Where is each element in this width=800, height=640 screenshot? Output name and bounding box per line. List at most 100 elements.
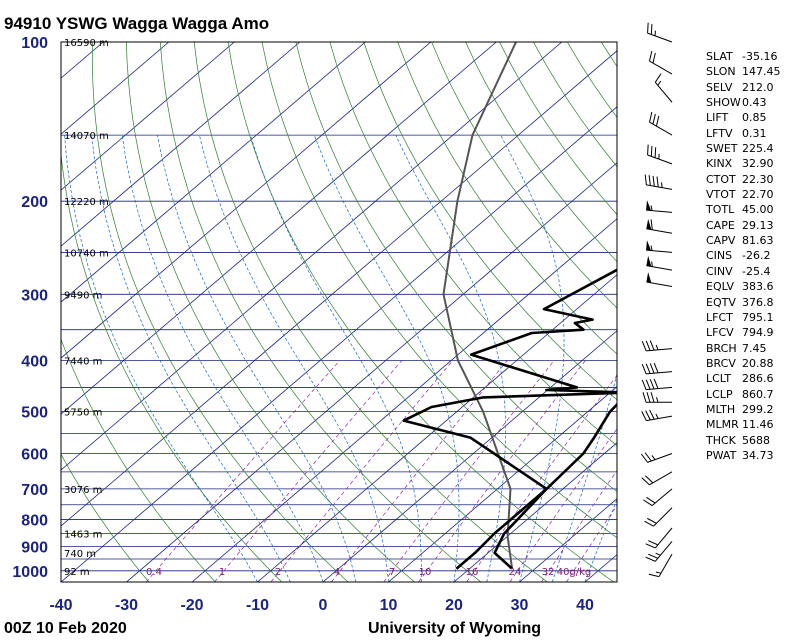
pressure-axis: 100 200 300 400 500 600 700 800 900 1000 (12, 35, 48, 581)
pressure-tick-label: 100 (21, 35, 48, 52)
pressure-tick-label: 500 (21, 405, 48, 422)
temperature-axis: -40 -30 -20 -10 0 10 20 30 40 (49, 597, 594, 614)
isotherm (61, 106, 617, 582)
index-value: -35.16 (742, 50, 778, 63)
index-row-pwat: PWAT 34.73 (706, 448, 796, 463)
mixing-ratio-labels: 0.4 1 2 4 7 10 16 24 32 40g/kg (146, 567, 591, 578)
height-label: 9490 m (64, 290, 102, 301)
pressure-tick-label: 1000 (12, 564, 48, 581)
moist-adiabat (157, 135, 357, 582)
dry-adiabat (193, 42, 548, 582)
index-name: PWAT (706, 448, 737, 462)
parcel-path-line (442, 42, 517, 569)
wind-barb (644, 507, 673, 527)
index-value: 32.90 (742, 157, 774, 171)
index-name: LIFT (706, 111, 729, 125)
index-row-ctot: CTOT 22.30 (706, 172, 796, 187)
isotherm (61, 42, 563, 471)
mixing-ratio-label: 2 (275, 567, 281, 578)
mixing-ratio-label: 10 (419, 567, 432, 578)
index-value: 225.4 (742, 142, 774, 156)
wind-barb (646, 272, 673, 288)
index-value: 81.63 (742, 234, 774, 248)
height-label: 14070 m (64, 131, 109, 142)
wind-barb (641, 362, 673, 375)
height-label: 12220 m (64, 197, 109, 208)
plot-area (0, 41, 618, 583)
observation-time: 00Z 10 Feb 2020 (4, 620, 127, 637)
height-label: 5750 m (64, 408, 102, 419)
index-name: THCK (706, 433, 736, 447)
wind-barb (644, 174, 673, 190)
dry-adiabat (261, 42, 617, 539)
index-name: LCLP (706, 387, 733, 401)
index-row-kinx: KINX 32.90 (706, 156, 796, 171)
index-value: 22.70 (742, 188, 774, 202)
index-name: TOTL (706, 203, 735, 217)
dry-adiabat (363, 42, 617, 401)
dry-adiabat (61, 338, 216, 582)
index-row-thck: THCK 5688 (706, 433, 796, 448)
index-name: SLAT (706, 50, 733, 63)
index-name: CAPE (706, 218, 735, 232)
index-name: SLON (706, 65, 736, 79)
data-source: University of Wyoming (368, 620, 541, 637)
wind-barb (646, 200, 673, 213)
dewpoint-line (402, 268, 617, 570)
height-label: 92 m (64, 567, 90, 578)
index-row-capv: CAPV 81.63 (706, 233, 796, 248)
isotherm (322, 330, 617, 582)
temperature-tick-label: -30 (115, 597, 138, 614)
index-name: BRCH (706, 341, 737, 355)
index-value: -25.4 (742, 264, 771, 278)
dry-adiabat (159, 42, 482, 582)
height-label: 1463 m (64, 529, 102, 540)
index-value: 45.00 (742, 203, 774, 217)
wind-barb (648, 111, 673, 136)
dry-adiabat (227, 42, 615, 582)
index-name: EQTV (706, 295, 736, 309)
isotherm (61, 42, 235, 191)
height-label: 10740 m (64, 248, 109, 259)
height-label: 3076 m (64, 485, 102, 496)
dry-adiabat (61, 453, 150, 582)
dry-adiabat (125, 42, 415, 582)
mixing-ratio-line (566, 504, 617, 582)
index-row-mlth: MLTH 299.2 (706, 402, 796, 417)
isotherm (61, 42, 366, 303)
mixing-ratio-label: 24 (509, 567, 522, 578)
mixing-ratio-label: 7 (389, 567, 395, 578)
index-name: SHOW (706, 96, 741, 110)
index-value: 376.8 (742, 295, 774, 309)
temperature-tick-label: -10 (246, 597, 269, 614)
index-row-show: SHOW 0.43 (706, 95, 796, 110)
index-value: 0.31 (742, 126, 767, 140)
mixing-ratio-line (418, 360, 586, 582)
isotherm (0, 42, 38, 582)
height-label: 7440 m (64, 356, 102, 367)
dry-adiabat (61, 151, 282, 582)
index-name: KINX (706, 157, 733, 171)
dry-adiabat (91, 42, 349, 582)
dry-adiabat (329, 42, 617, 447)
temperature-tick-label: 0 (319, 597, 328, 614)
index-name: MLMR (706, 418, 739, 432)
isotherm (453, 442, 617, 582)
isotherm (191, 218, 617, 582)
mixing-ratio-line (214, 360, 403, 582)
mixing-ratio-label: 0.4 (146, 567, 162, 578)
index-name: EQLV (706, 280, 735, 294)
index-name: LFCV (706, 326, 734, 340)
index-value: 147.45 (742, 65, 781, 79)
wind-barb (645, 541, 673, 562)
index-row-eqtv: EQTV 376.8 (706, 295, 796, 310)
isotherm (61, 42, 497, 415)
index-row-brch: BRCH 7.45 (706, 341, 796, 356)
index-name: SWET (706, 142, 738, 156)
pressure-tick-label: 600 (21, 446, 48, 463)
index-row-lclt: LCLT 286.6 (706, 371, 796, 386)
index-value: 299.2 (742, 402, 774, 416)
index-row-vtot: VTOT 22.70 (706, 187, 796, 202)
isotherm (61, 50, 617, 527)
